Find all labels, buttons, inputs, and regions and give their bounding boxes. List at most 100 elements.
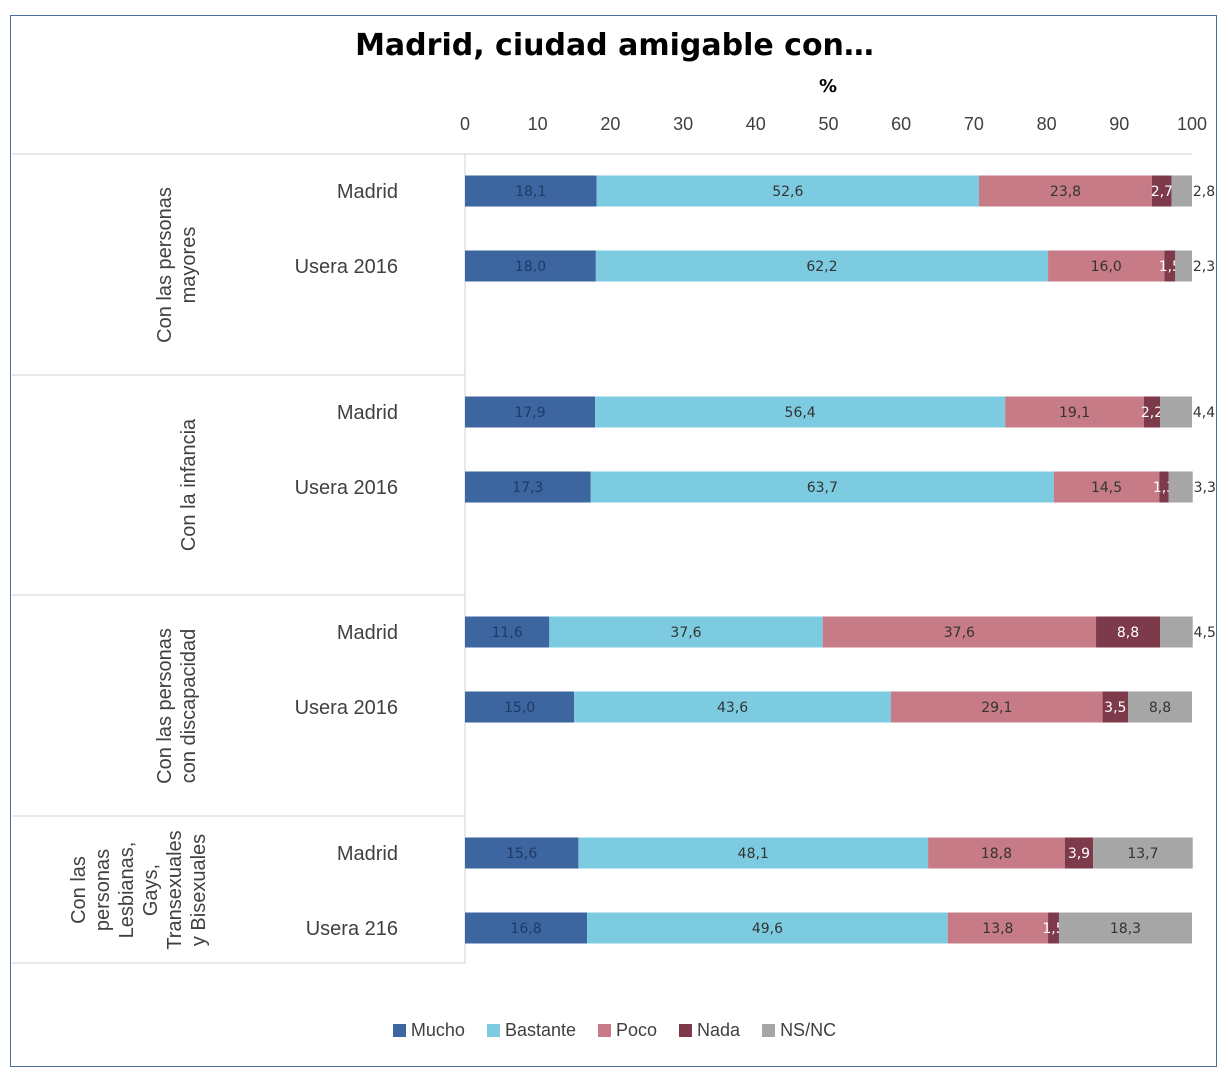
- bar-segment-nada: [1159, 471, 1169, 503]
- group-label: Con las: [68, 856, 90, 924]
- data-label: 2,3: [1193, 259, 1215, 275]
- legend: Mucho Bastante Poco Nada NS/NC: [0, 1020, 1229, 1041]
- bar-segment-poco: [928, 837, 1065, 869]
- group-label: Con las personas: [154, 187, 176, 343]
- legend-label: Poco: [616, 1020, 658, 1040]
- data-label: 15,6: [506, 846, 537, 862]
- category-label: Madrid: [337, 843, 398, 865]
- data-label: 4,4: [1193, 405, 1215, 421]
- data-label: 37,6: [670, 625, 701, 641]
- bar-segment-bastante: [587, 912, 948, 944]
- data-label: 18,0: [515, 259, 546, 275]
- category-label: Usera 2016: [295, 477, 398, 499]
- legend-swatch: [762, 1024, 776, 1037]
- bar-segment-poco: [947, 912, 1049, 944]
- data-label: 19,1: [1059, 405, 1090, 421]
- category-label: Usera 2016: [295, 697, 398, 719]
- legend-item: Bastante: [486, 1020, 576, 1041]
- group-label: Transexuales: [164, 830, 186, 949]
- data-label: 2,2: [1141, 405, 1163, 421]
- legend-label: NS/NC: [780, 1020, 837, 1040]
- bar-segment-mucho: [465, 175, 597, 207]
- x-tick-label: 80: [1037, 114, 1057, 134]
- data-label: 8,8: [1117, 625, 1139, 641]
- x-tick-label: 40: [746, 114, 766, 134]
- group-label: con discapacidad: [178, 629, 200, 784]
- data-label: 4,5: [1194, 625, 1216, 641]
- legend-item: Poco: [598, 1020, 657, 1041]
- data-label: 49,6: [752, 921, 783, 937]
- x-tick-label: 90: [1109, 114, 1129, 134]
- legend-label: Nada: [697, 1020, 741, 1040]
- x-tick-label: 20: [600, 114, 620, 134]
- data-label: 23,8: [1050, 184, 1081, 200]
- bar-segment-mucho: [465, 250, 596, 282]
- bar-segment-nada: [1144, 396, 1161, 428]
- bar-segment-mucho: [465, 837, 579, 869]
- data-label: 18,8: [981, 846, 1012, 862]
- bar-segment-ns-nc: [1093, 837, 1193, 869]
- bar-segment-nada: [1048, 912, 1059, 944]
- group-label: personas: [92, 849, 114, 931]
- legend-swatch: [392, 1024, 406, 1037]
- bar-segment-mucho: [465, 912, 588, 944]
- x-tick-label: 100: [1177, 114, 1207, 134]
- data-label: 48,1: [738, 846, 769, 862]
- bar-segment-mucho: [465, 691, 575, 723]
- data-label: 62,2: [806, 259, 837, 275]
- bar-segment-bastante: [595, 396, 1006, 428]
- data-label: 3,3: [1194, 480, 1216, 496]
- bar-segment-ns-nc: [1058, 912, 1192, 944]
- bar-segment-bastante: [590, 471, 1054, 503]
- data-label: 11,6: [492, 625, 523, 641]
- category-label: Madrid: [337, 622, 398, 644]
- bar-segment-nada: [1164, 250, 1176, 282]
- bar-segment-mucho: [465, 471, 591, 503]
- data-label: 29,1: [981, 700, 1012, 716]
- category-label: Madrid: [337, 181, 398, 203]
- data-label: 3,9: [1068, 846, 1090, 862]
- data-label: 37,6: [944, 625, 975, 641]
- data-label: 18,3: [1110, 921, 1141, 937]
- bar-segment-mucho: [465, 616, 550, 648]
- group-label: Lesbianas,: [116, 842, 138, 939]
- bar-segment-poco: [1005, 396, 1145, 428]
- legend-swatch: [486, 1024, 500, 1037]
- group-label: Gays,: [140, 864, 162, 916]
- bar-segment-ns-nc: [1160, 396, 1192, 428]
- bar-segment-bastante: [549, 616, 823, 648]
- bar-segment-ns-nc: [1128, 691, 1192, 723]
- x-tick-label: 0: [460, 114, 470, 134]
- legend-label: Mucho: [410, 1020, 465, 1040]
- legend-item: NS/NC: [762, 1020, 836, 1041]
- bar-segment-nada: [1102, 691, 1129, 723]
- group-label: Con la infancia: [178, 418, 200, 551]
- x-tick-label: 10: [528, 114, 548, 134]
- data-label: 8,8: [1149, 700, 1171, 716]
- data-label: 63,7: [807, 480, 838, 496]
- bar-segment-bastante: [578, 837, 929, 869]
- data-label: 16,8: [510, 921, 541, 937]
- category-label: Usera 2016: [295, 256, 398, 278]
- legend-item: Nada: [679, 1020, 740, 1041]
- bar-segment-ns-nc: [1171, 175, 1192, 207]
- chart-title: Madrid, ciudad amigable con…: [355, 28, 874, 63]
- bar-segment-bastante: [574, 691, 892, 723]
- data-label: 3,5: [1104, 700, 1126, 716]
- legend-item: Mucho: [392, 1020, 465, 1041]
- bar-segment-bastante: [596, 175, 979, 207]
- bar-segment-nada: [1064, 837, 1094, 869]
- bar-segment-poco: [1053, 471, 1160, 503]
- axis-unit-label: %: [818, 76, 838, 97]
- data-label: 2,8: [1193, 184, 1215, 200]
- data-label: 52,6: [772, 184, 803, 200]
- bar-segment-nada: [1152, 175, 1172, 207]
- bar-segment-poco: [822, 616, 1097, 648]
- bar-segment-ns-nc: [1168, 471, 1193, 503]
- bar-segment-nada: [1096, 616, 1161, 648]
- data-label: 14,5: [1091, 480, 1122, 496]
- x-tick-label: 30: [673, 114, 693, 134]
- data-label: 2,7: [1151, 184, 1173, 200]
- data-label: 13,7: [1127, 846, 1158, 862]
